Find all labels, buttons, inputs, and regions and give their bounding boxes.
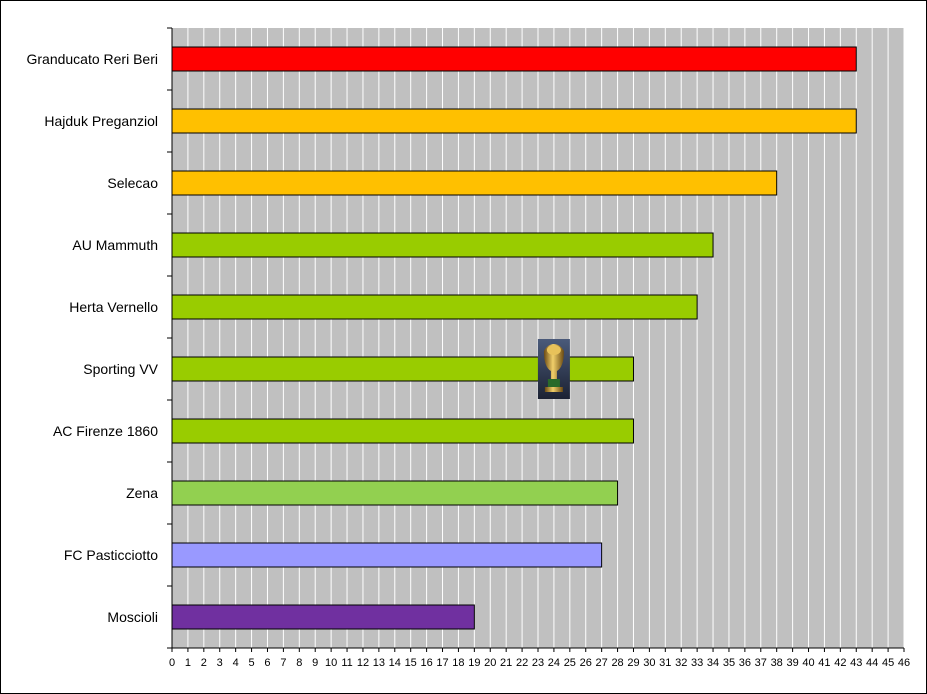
x-tick-label: 29: [627, 657, 639, 669]
bar: [171, 294, 698, 320]
x-tick-label: 7: [280, 657, 286, 669]
x-tick-label: 23: [532, 657, 544, 669]
x-tick-label: 39: [786, 657, 798, 669]
x-tick-label: 28: [611, 657, 623, 669]
x-tick-label: 40: [802, 657, 814, 669]
x-tick-label: 26: [580, 657, 592, 669]
x-tick-label: 27: [596, 657, 608, 669]
x-tick-label: 6: [264, 657, 270, 669]
bar: [171, 232, 714, 258]
x-tick-label: 44: [866, 657, 878, 669]
x-tick-label: 0: [169, 657, 175, 669]
bar: [171, 480, 619, 506]
x-tick-label: 22: [516, 657, 528, 669]
x-tick-label: 30: [643, 657, 655, 669]
x-tick-label: 43: [850, 657, 862, 669]
x-tick-label: 46: [898, 657, 910, 669]
x-tick-label: 41: [818, 657, 830, 669]
x-tick-label: 19: [468, 657, 480, 669]
x-tick-label: 8: [296, 657, 302, 669]
x-tick-label: 11: [341, 657, 352, 669]
category-label: AU Mammuth: [72, 237, 158, 253]
category-label: AC Firenze 1860: [53, 423, 158, 439]
x-tick-label: 24: [548, 657, 560, 669]
bar: [171, 542, 603, 568]
x-tick-label: 33: [691, 657, 703, 669]
category-label: Sporting VV: [83, 361, 158, 377]
x-tick-label: 32: [675, 657, 687, 669]
x-tick-label: 9: [312, 657, 318, 669]
x-tick-label: 4: [233, 657, 239, 669]
x-tick-label: 38: [771, 657, 783, 669]
x-tick-label: 20: [484, 657, 496, 669]
x-tick-label: 5: [249, 657, 255, 669]
x-tick-label: 13: [373, 657, 385, 669]
x-tick-label: 1: [185, 657, 191, 669]
category-label: Granducato Reri Beri: [26, 51, 158, 67]
annotations: [537, 339, 570, 399]
x-tick-label: 12: [357, 657, 369, 669]
category-label: Selecao: [107, 175, 158, 191]
x-tick-label: 3: [217, 657, 223, 669]
x-tick-label: 45: [882, 657, 894, 669]
category-label: Hajduk Preganziol: [44, 113, 158, 129]
x-tick-label: 21: [500, 657, 512, 669]
x-tick-label: 16: [420, 657, 432, 669]
category-label: Zena: [126, 485, 158, 501]
x-tick-label: 2: [201, 657, 207, 669]
x-tick-label: 37: [755, 657, 767, 669]
category-label: FC Pasticciotto: [64, 547, 158, 563]
bar: [171, 418, 634, 444]
x-tick-label: 10: [325, 657, 337, 669]
x-tick-labels: 0 1 2 3 4 5 6 7 8 9 10 11 12 13 14 15 16 17 18 19 20 21 22 23 24…: [169, 657, 910, 669]
x-tick-label: 17: [436, 657, 448, 669]
x-tick-label: 18: [452, 657, 464, 669]
category-labels: Granducato Reri Beri Hajduk Preganziol Sel…: [26, 51, 158, 625]
bar: [171, 108, 857, 134]
x-tick-label: 42: [834, 657, 846, 669]
x-tick-label: 25: [564, 657, 576, 669]
x-tick-label: 31: [659, 657, 671, 669]
bars: [171, 46, 857, 630]
bar: [171, 604, 475, 630]
category-label: Herta Vernello: [69, 299, 158, 315]
x-tick-label: 14: [389, 657, 401, 669]
x-tick-label: 34: [707, 657, 719, 669]
bar: [171, 170, 778, 196]
bar: [171, 46, 857, 72]
trophy-icon: [537, 339, 570, 399]
x-tick-label: 35: [723, 657, 735, 669]
x-tick-label: 15: [405, 657, 417, 669]
x-tick-label: 36: [739, 657, 751, 669]
category-label: Moscioli: [107, 609, 158, 625]
